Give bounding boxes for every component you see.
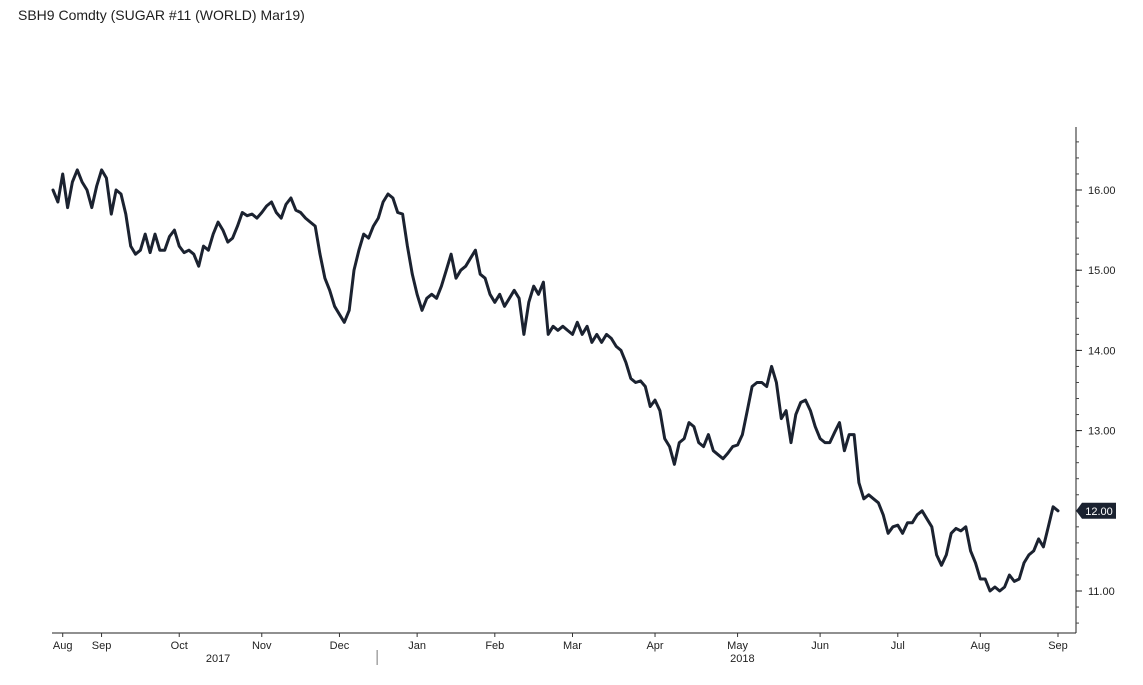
x-tick-label: Mar	[563, 640, 582, 652]
x-axis: Aug Sep Oct Nov Dec Jan Feb Mar Apr May Jun Jul Aug S…	[52, 632, 1076, 665]
x-tick-label: Feb	[485, 640, 504, 652]
x-tick-label: Nov	[252, 640, 272, 652]
series-layer	[51, 168, 1060, 593]
y-axis: 16.00 15.00 14.00 13.00 12.00 11.00	[1075, 127, 1116, 633]
x-tick-label: Sep	[1048, 640, 1068, 652]
y-tick-label: 13.00	[1088, 426, 1116, 438]
x-tick-label: Dec	[330, 640, 350, 652]
x-tick-label: Oct	[171, 640, 188, 652]
last-value-text: 12.00	[1085, 506, 1113, 518]
x-tick-label: May	[727, 640, 748, 652]
y-tick-label: 16.00	[1088, 185, 1116, 197]
last-value-tag	[1076, 502, 1116, 519]
x-tick-label: Apr	[646, 640, 663, 652]
last-value-label: 12.00	[1076, 502, 1116, 519]
x-tick-label: Jul	[891, 640, 905, 652]
x-tick-label: Jan	[408, 640, 426, 652]
x-tick-label: Jun	[811, 640, 829, 652]
price-line	[51, 168, 1060, 593]
x-tick-label: Aug	[971, 640, 991, 652]
y-tick-label: 15.00	[1088, 265, 1116, 277]
year-label: 2017	[206, 653, 230, 665]
y-tick-label: 14.00	[1088, 345, 1116, 357]
x-tick-label: Aug	[53, 640, 73, 652]
chart-title: SBH9 Comdty (SUGAR #11 (WORLD) Mar19)	[18, 7, 305, 23]
y-tick-label: 11.00	[1088, 586, 1115, 598]
x-tick-label: Sep	[92, 640, 112, 652]
year-label: 2018	[730, 653, 754, 665]
